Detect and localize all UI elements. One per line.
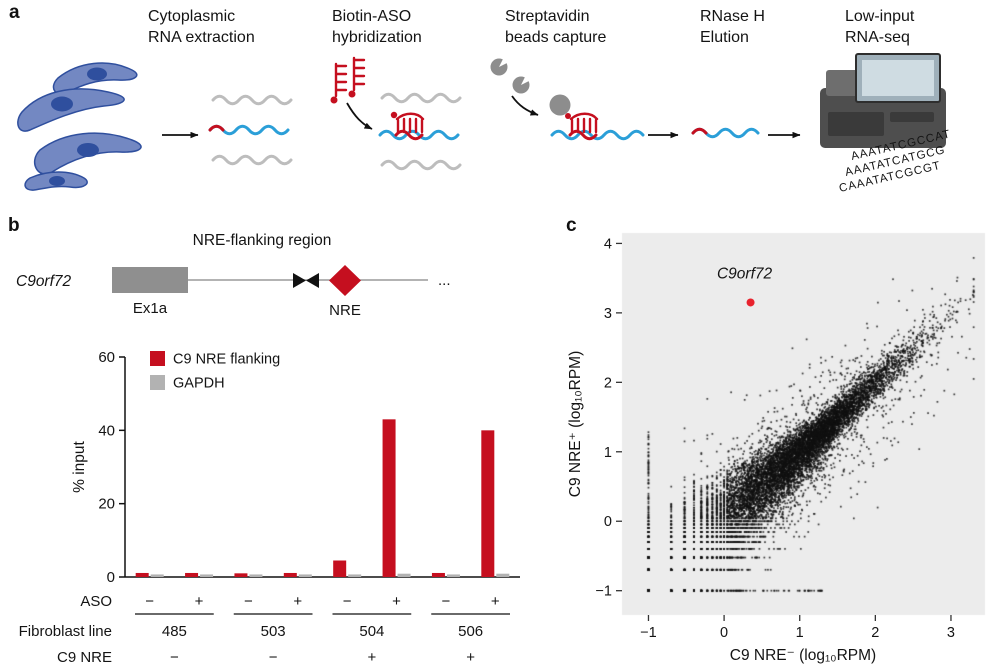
x-tick-label: 3 (947, 625, 955, 641)
y-tick-label: 60 (98, 349, 115, 366)
scatter-tick-labels: −1 0 1 2 3 −1 0 1 2 3 4 (595, 236, 955, 641)
fibroblast-line-id: 506 (458, 623, 483, 640)
y-tick-label: 1 (604, 445, 612, 461)
primer-pair-icon (293, 273, 319, 288)
bar-gapdh (150, 574, 164, 577)
exon-box (112, 267, 188, 293)
c9-nre-status: − (269, 649, 278, 664)
bar-axes: 0 20 40 60 (98, 349, 520, 586)
bead-captured-strand (549, 94, 645, 141)
y-tick-label: 0 (107, 569, 115, 586)
aso-condition: + (392, 593, 401, 610)
aso-condition: + (293, 593, 302, 610)
c9-nre-status: + (367, 649, 376, 664)
extracted-rna-strands (208, 94, 293, 166)
x-tick-label: −1 (640, 625, 657, 641)
fibroblast-line-id: 485 (162, 623, 187, 640)
panel-b: b NRE-flanking region C9orf72 Ex1a NRE .… (0, 215, 560, 664)
panel-a: a Cytoplasmic RNA extraction Biotin-ASO … (0, 0, 1000, 215)
bar-c9-nre-flanking (382, 419, 396, 577)
arrow-beads-down (511, 95, 539, 116)
panel-c-label: c (566, 215, 577, 236)
legend-label-c9: C9 NRE flanking (173, 352, 280, 368)
x-tick-label: 1 (796, 625, 804, 641)
nre-diamond (329, 265, 361, 296)
highlighted-point (746, 298, 755, 307)
y-tick-label: 2 (604, 375, 612, 391)
aso-condition: − (145, 593, 154, 610)
y-tick-label: 20 (98, 496, 115, 513)
bar-legend: C9 NRE flanking GAPDH (150, 351, 280, 392)
bar-gapdh (200, 574, 214, 577)
bar-chart: % input C9 NRE flanking GAPDH 0 20 40 60 AS… (19, 349, 520, 664)
bar-gapdh (397, 573, 411, 577)
exon-label: Ex1a (133, 300, 168, 317)
x-tick-label: 0 (720, 625, 728, 641)
bar-c9-nre-flanking (333, 560, 347, 577)
x-tick-label: 2 (871, 625, 879, 641)
bar-condition-rows: ASO Fibroblast line C9 NRE − + − + − + − +485−5… (19, 593, 510, 664)
bar-gapdh (348, 574, 362, 577)
aso-row-label: ASO (80, 593, 112, 610)
y-tick-label: 3 (604, 306, 612, 322)
legend-swatch-gapdh (150, 375, 165, 390)
panel-c: −1 0 1 2 3 −1 0 1 2 3 4 C9 NRE⁻ (log₁₀RPM) C9 NRE⁺… (560, 215, 1000, 664)
streptavidin-beads-icon (490, 55, 533, 94)
gene-ellipsis: ... (438, 272, 451, 289)
aso-condition: − (244, 593, 253, 610)
bar-c9-nre-flanking (283, 572, 297, 577)
scatter-point-cloud (560, 215, 1000, 664)
step-label-elution: RNase H Elution (700, 8, 765, 47)
bar-ylabel: % input (71, 440, 88, 492)
legend-swatch-c9 (150, 351, 165, 366)
bar-c9-nre-flanking (481, 430, 495, 577)
bar-gapdh (496, 573, 510, 577)
y-tick-label: 40 (98, 422, 115, 439)
bar-gapdh (249, 574, 263, 577)
c9nre-row-label: C9 NRE (57, 649, 112, 664)
aso-condition: + (491, 593, 500, 610)
step-label-hybridization: Biotin-ASO hybridization (332, 8, 422, 47)
highlight-label: C9orf72 (717, 265, 773, 282)
region-label: NRE-flanking region (193, 232, 332, 249)
bar-gapdh (298, 574, 312, 577)
bar-gapdh (446, 574, 460, 577)
scatter-axes: −1 0 1 2 3 −1 0 1 2 3 4 C9 NRE⁻ (log₁₀RPM) C9 NRE⁺… (567, 236, 955, 664)
sequencer-icon (820, 53, 946, 148)
biotin-aso-icon (330, 56, 366, 104)
bar-c9-nre-flanking (185, 572, 199, 577)
legend-label-gapdh: GAPDH (173, 376, 225, 392)
y-tick-label: −1 (595, 584, 612, 600)
fibroblast-line-id: 504 (359, 623, 384, 640)
aso-condition: + (195, 593, 204, 610)
step-label-rnaseq: Low-input RNA-seq (845, 8, 915, 47)
hybridized-strands (378, 92, 462, 171)
arrow-aso-down (346, 102, 373, 130)
cells-icon (17, 62, 142, 191)
nre-label: NRE (329, 302, 361, 319)
bead-icon (549, 94, 571, 116)
c9-nre-status: + (466, 649, 475, 664)
workflow-illustration: AAATATCGCCAT AAATATCATGCG CAAATATCGCGT (17, 53, 952, 195)
gene-diagram: NRE-flanking region C9orf72 Ex1a NRE ... (16, 232, 451, 319)
c9-nre-status: − (170, 649, 179, 664)
bar-c9-nre-flanking (135, 572, 149, 577)
bar-c9-nre-flanking (431, 572, 445, 577)
fibroblast-line-id: 503 (261, 623, 286, 640)
y-tick-label: 4 (604, 236, 612, 252)
scatter-ylabel: C9 NRE⁺ (log₁₀RPM) (567, 351, 584, 497)
bar-c9-nre-flanking (234, 573, 248, 577)
scatter-xlabel: C9 NRE⁻ (log₁₀RPM) (730, 647, 876, 664)
fibroblast-row-label: Fibroblast line (19, 623, 112, 640)
gene-name: C9orf72 (16, 273, 72, 290)
bar-series (135, 419, 510, 577)
panel-b-label: b (8, 215, 20, 236)
y-tick-label: 0 (604, 514, 612, 530)
aso-condition: − (343, 593, 352, 610)
step-label-extraction: Cytoplasmic RNA extraction (148, 8, 255, 47)
step-label-capture: Streptavidin beads capture (505, 8, 607, 47)
aso-condition: − (442, 593, 451, 610)
panel-a-label: a (9, 2, 20, 23)
eluted-fragment (691, 127, 760, 139)
